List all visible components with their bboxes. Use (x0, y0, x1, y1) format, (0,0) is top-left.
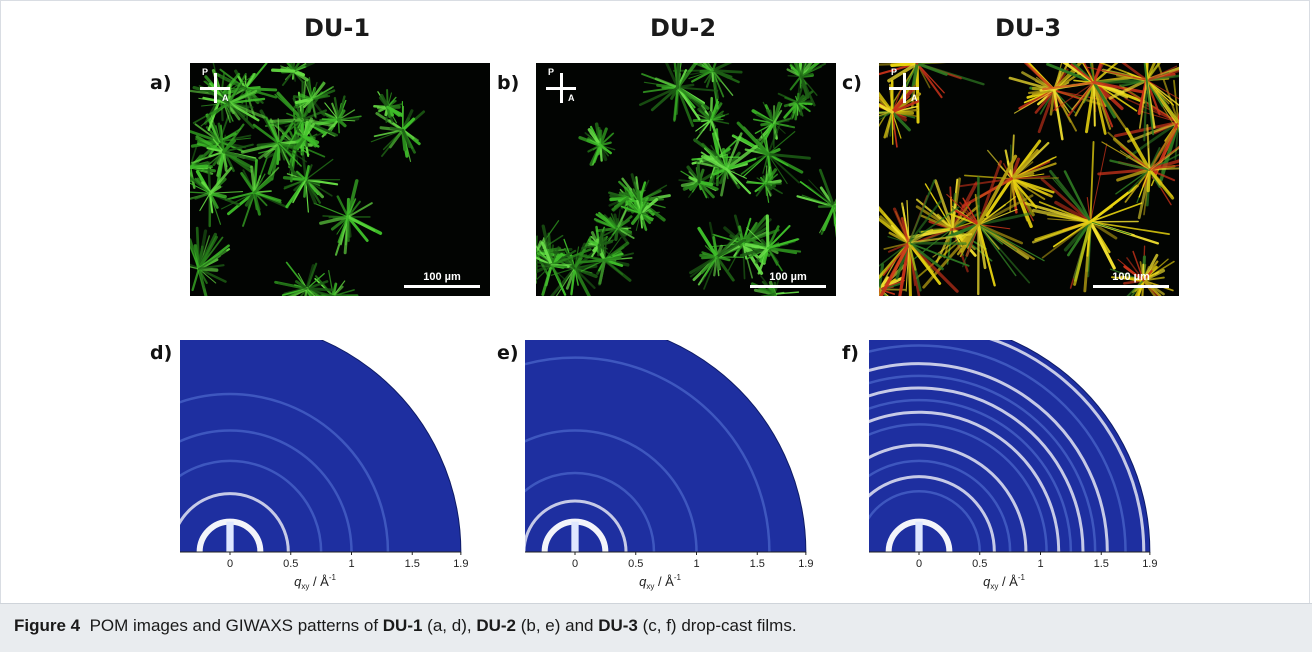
diffraction-ring-faint (869, 490, 981, 553)
x-tick-label: 0 (227, 558, 233, 570)
beamstop-shadow (226, 521, 234, 552)
x-tick-label: 1 (693, 558, 699, 570)
polarizer-cross-icon: P A (200, 67, 234, 105)
x-axis-label: qxy / Å-1 (294, 573, 336, 591)
figure-caption-bar: Figure 4 POM images and GIWAXS patterns … (0, 603, 1312, 652)
analyzer-a-label: A (222, 93, 229, 103)
pom-crystal-texture (536, 63, 836, 296)
scale-bar: 100 µm (404, 271, 480, 288)
panel-letter-a: a) (150, 72, 172, 94)
diffraction-ring (525, 499, 628, 553)
x-axis-label: qxy / Å-1 (983, 573, 1025, 591)
panel-letter-d: d) (150, 342, 173, 364)
caption-label: Figure 4 (14, 616, 81, 635)
x-axis-label: qxy / Å-1 (639, 573, 681, 591)
caption-sample-du2: DU-2 (476, 616, 516, 635)
x-tick-label: 1.5 (405, 558, 420, 570)
panel-letter-f: f) (842, 342, 859, 364)
diffraction-ring (869, 386, 1085, 553)
panel-letter-b: b) (497, 72, 520, 94)
caption-sample-du3: DU-3 (598, 616, 638, 635)
polarizer-p-label: P (548, 67, 555, 77)
caption-text-2: (a, d), (422, 616, 477, 635)
diffraction-ring (869, 475, 996, 553)
diffraction-ring-faint (180, 392, 390, 553)
beamstop-shadow (571, 521, 579, 552)
column-title-du3: DU-3 (994, 14, 1062, 42)
pom-image-du3: P A 100 µm (879, 63, 1179, 296)
diffraction-ring-faint (869, 423, 1048, 553)
x-tick-label: 0 (916, 558, 922, 570)
analyzer-a-label: A (911, 93, 918, 103)
diffraction-ring-faint (180, 429, 353, 553)
x-tick-label: 0 (572, 558, 578, 570)
scale-bar-label: 100 µm (1112, 271, 1150, 283)
diffraction-ring-faint (525, 356, 771, 553)
x-tick-label: 1.9 (798, 558, 813, 570)
figure-frame (0, 0, 1310, 603)
diffraction-ring (180, 492, 290, 553)
figure-caption: Figure 4 POM images and GIWAXS patterns … (14, 616, 797, 636)
polarizer-cross-icon: P A (889, 67, 923, 105)
polarizer-cross-icon: P A (546, 67, 580, 105)
column-title-du2: DU-2 (649, 14, 717, 42)
diffraction-ring-faint (525, 471, 656, 553)
caption-text-3: (b, e) and (515, 616, 599, 635)
diffraction-ring-faint (525, 429, 698, 553)
diffraction-ring-faint (869, 374, 1097, 553)
beamstop-shadow (915, 521, 923, 552)
caption-text-4: (c, f) drop-cast films. (637, 616, 797, 635)
x-tick-label: 0.5 (283, 558, 298, 570)
column-title-du1: DU-1 (303, 14, 371, 42)
pom-crystal-texture (879, 63, 1179, 296)
x-tick-label: 0.5 (628, 558, 643, 570)
diffraction-ring-faint (869, 459, 1012, 553)
pom-image-du1: P A 100 µm (190, 63, 490, 296)
x-tick-label: 1.9 (1142, 558, 1157, 570)
panel-letter-c: c) (842, 72, 862, 94)
x-tick-label: 0.5 (972, 558, 987, 570)
scale-bar: 100 µm (750, 271, 826, 288)
diffraction-ring (869, 410, 1061, 553)
x-tick-label: 1 (348, 558, 354, 570)
diffraction-ring (988, 340, 1146, 553)
giwaxs-pattern-background (180, 340, 461, 552)
scale-bar-label: 100 µm (423, 271, 461, 283)
x-tick-label: 1.9 (453, 558, 468, 570)
x-tick-label: 1.5 (1094, 558, 1109, 570)
x-tick-label: 1 (1037, 558, 1043, 570)
x-tick-label: 1.5 (750, 558, 765, 570)
scale-bar-label: 100 µm (769, 271, 807, 283)
analyzer-a-label: A (568, 93, 575, 103)
caption-sample-du1: DU-1 (382, 616, 423, 635)
giwaxs-pattern-background (525, 340, 806, 552)
pom-crystal-texture (190, 63, 490, 296)
panel-letter-e: e) (497, 342, 519, 364)
diffraction-ring (869, 362, 1109, 553)
diffraction-ring-faint (869, 344, 1127, 553)
polarizer-p-label: P (891, 67, 898, 77)
diffraction-ring-faint (869, 398, 1073, 553)
caption-text-1: POM images and GIWAXS patterns of (80, 616, 383, 635)
scale-bar: 100 µm (1093, 271, 1169, 288)
pom-image-du2: P A 100 µm (536, 63, 836, 296)
diffraction-ring-faint (180, 459, 323, 553)
polarizer-p-label: P (202, 67, 209, 77)
diffraction-ring (869, 443, 1028, 553)
